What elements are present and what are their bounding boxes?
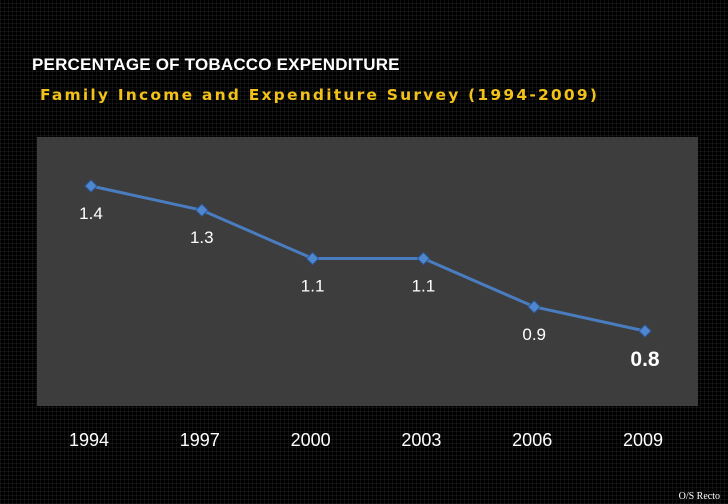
- chart-title: PERCENTAGE OF TOBACCO EXPENDITURE: [32, 55, 400, 74]
- data-point-marker: [416, 251, 431, 266]
- x-tick-label: 2000: [291, 430, 331, 450]
- data-point-marker: [84, 179, 98, 193]
- chart-subtitle: Family Income and Expenditure Survey (19…: [40, 86, 600, 104]
- data-point-marker: [305, 251, 320, 266]
- x-tick-label: 1997: [180, 430, 220, 450]
- data-label: 1.4: [79, 204, 103, 223]
- data-label: 0.8: [630, 348, 660, 371]
- x-tick-label: 2006: [512, 430, 552, 450]
- x-tick-label: 1994: [69, 430, 109, 450]
- data-label: 1.1: [412, 277, 436, 296]
- plot-area: [37, 137, 698, 406]
- data-point-marker: [195, 203, 209, 217]
- data-label: 1.1: [301, 277, 325, 296]
- series-line: [90, 184, 646, 333]
- data-label: 1.3: [190, 228, 214, 247]
- x-tick-label: 2003: [401, 430, 441, 450]
- data-point-marker: [527, 300, 541, 314]
- credit-text: O/S Recto: [678, 491, 720, 502]
- data-point-marker: [638, 324, 652, 338]
- data-label: 0.9: [522, 325, 546, 344]
- x-tick-label: 2009: [623, 430, 663, 450]
